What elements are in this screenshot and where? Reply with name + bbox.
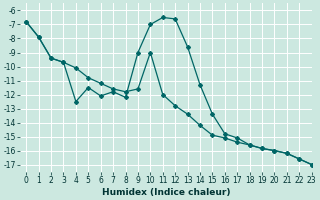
X-axis label: Humidex (Indice chaleur): Humidex (Indice chaleur) <box>102 188 230 197</box>
